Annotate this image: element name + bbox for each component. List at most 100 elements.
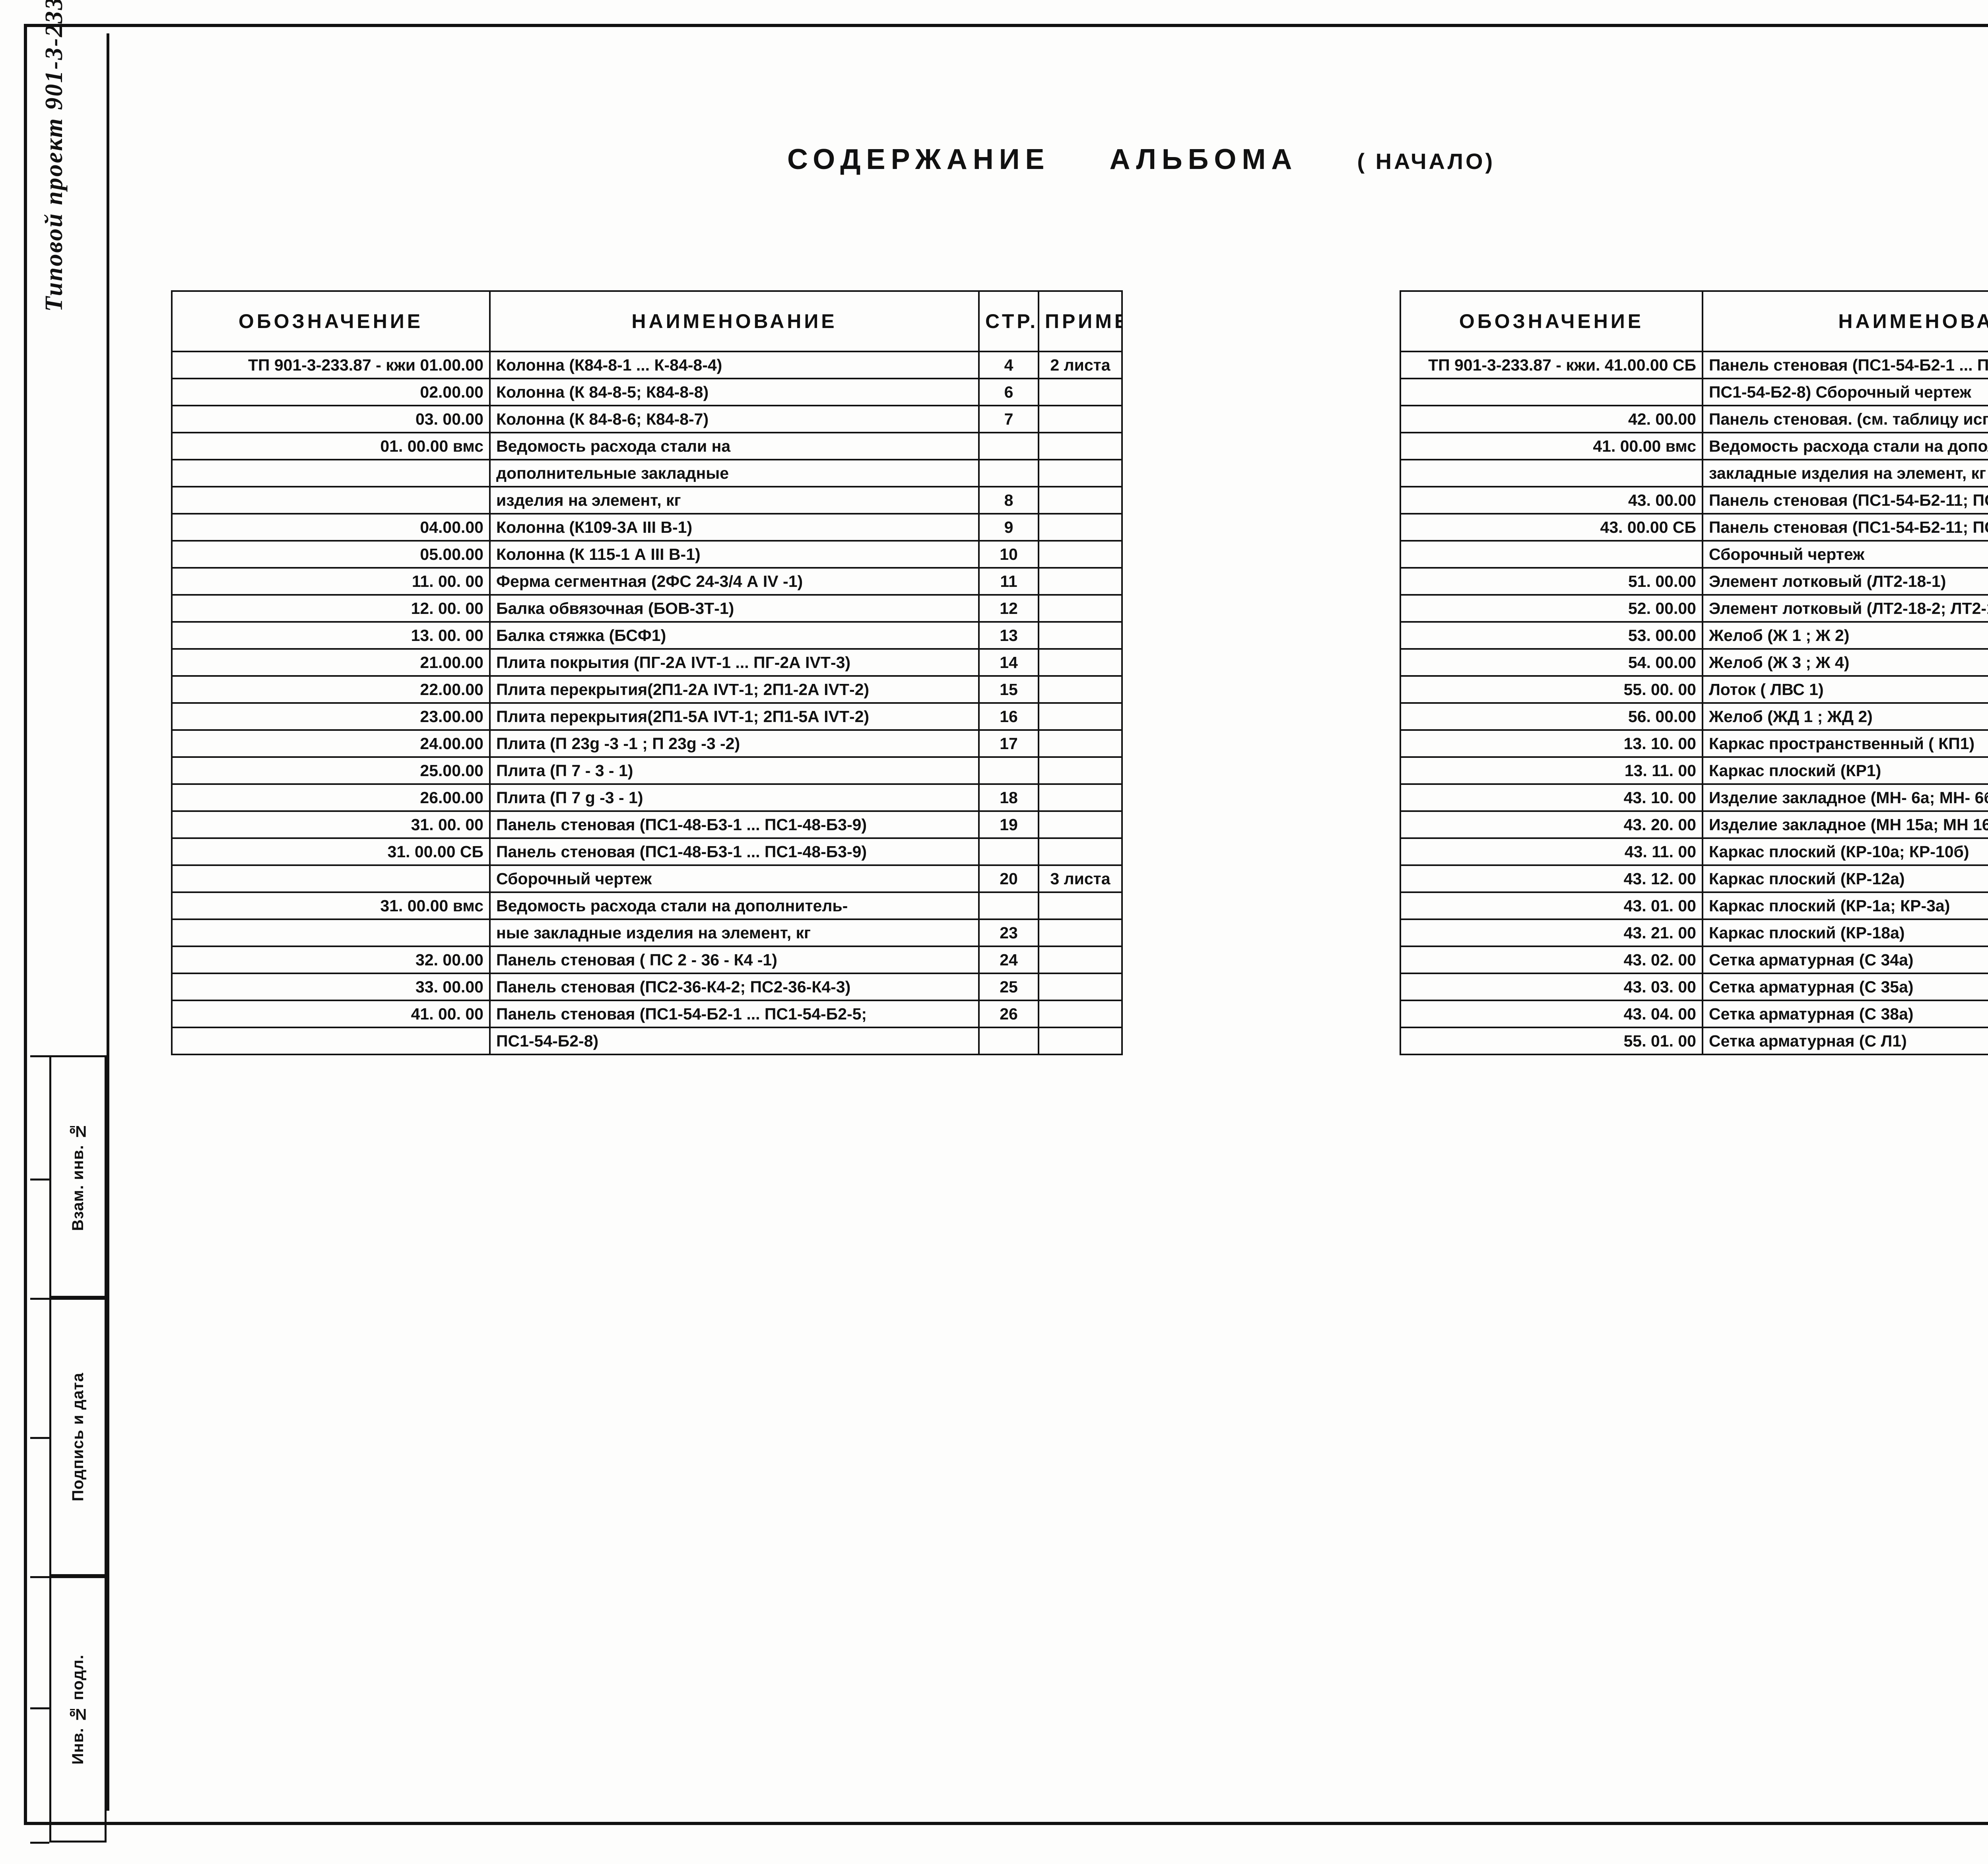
cell-name: Желоб (Ж 3 ; Ж 4) (1702, 648, 1988, 677)
cell-designation: 43. 00.00 (1400, 486, 1703, 515)
table-row: 02.00.00 Колонна (К 84-8-5; К84-8-8) 6 (171, 378, 1123, 406)
cell-name: Плита перекрытия(2П1-2А IVТ-1; 2П1-2А IV… (489, 675, 980, 704)
cell-name: Лоток ( ЛВС 1) (1702, 675, 1988, 704)
cell-designation: 23.00.00 (171, 702, 491, 731)
cell-designation: 43. 01. 00 (1400, 891, 1703, 920)
table-row: 43. 00.00 Панель стеновая (ПС1-54-Б2-11; … (1400, 486, 1988, 515)
table-row: 43. 20. 00 Изделие закладное (МН 15а; МН … (1400, 810, 1988, 839)
cell-designation: 54. 00.00 (1400, 648, 1703, 677)
cell-page: 7 (978, 405, 1039, 433)
cell-designation: 26.00.00 (171, 783, 491, 812)
cell-designation: 43. 03. 00 (1400, 973, 1703, 1001)
cell-page: 6 (978, 378, 1039, 406)
cell-name: Ведомость расхода стали на (489, 432, 980, 460)
cell-name: ПС1-54-Б2-8) (489, 1027, 980, 1055)
cell-name: закладные изделия на элемент, кг (1702, 459, 1988, 487)
cell-name: Панель стеновая (ПС1-54-Б2-11; ПС1-54-Б2… (1702, 486, 1988, 515)
cell-name: Панель стеновая (ПС1-54-Б2-11; ПС1-54-Б2… (1702, 513, 1988, 542)
cell-designation: 31. 00. 00 (171, 810, 491, 839)
col-header-name: НАИМЕНОВАНИЕ (1702, 290, 1988, 352)
cell-name: ПС1-54-Б2-8) Сборочный чертеж (1702, 378, 1988, 406)
cell-note (1038, 918, 1123, 947)
cell-name: Каркас плоский (КР-18а) (1702, 918, 1988, 947)
cell-designation (1400, 540, 1703, 569)
cell-name: Плита (П 23g -3 -1 ; П 23g -3 -2) (489, 729, 980, 758)
cell-designation (171, 864, 491, 893)
stamp-tick-6 (30, 1707, 49, 1709)
col-header-designation: ОБОЗНАЧЕНИЕ (1400, 290, 1703, 352)
cell-designation (1400, 378, 1703, 406)
cell-designation: ТП 901-3-233.87 - кжи 01.00.00 (171, 351, 491, 379)
cell-name: дополнительные закладные (489, 459, 980, 487)
cell-note (1038, 783, 1123, 812)
cell-designation: 11. 00. 00 (171, 567, 491, 596)
table-row: ТП 901-3-233.87 - кжи 01.00.00 Колонна (К… (171, 351, 1123, 379)
cell-designation (171, 918, 491, 947)
cell-note (1038, 648, 1123, 677)
table-row: 03. 00.00 Колонна (К 84-8-6; К84-8-7) 7 (171, 405, 1123, 433)
table-row: 24.00.00 Плита (П 23g -3 -1 ; П 23g -3 -2… (171, 729, 1123, 758)
cell-page (978, 891, 1039, 920)
table-row: 25.00.00 Плита (П 7 - 3 - 1) (171, 756, 1123, 785)
cell-designation: 24.00.00 (171, 729, 491, 758)
table-row: 26.00.00 Плита (П 7 g -3 - 1) 18 (171, 783, 1123, 812)
cell-page: 4 (978, 351, 1039, 379)
table-row: 42. 00.00 Панель стеновая. (см. таблицу и… (1400, 405, 1988, 433)
table-row: дополнительные закладные (171, 459, 1123, 487)
cell-designation: 31. 00.00 вмс (171, 891, 491, 920)
cell-name: Каркас пространственный ( КП1) (1702, 729, 1988, 758)
cell-designation (171, 486, 491, 515)
cell-page: 8 (978, 486, 1039, 515)
table-row: 01. 00.00 вмс Ведомость расхода стали на (171, 432, 1123, 460)
table-row: ные закладные изделия на элемент, кг 23 (171, 918, 1123, 947)
cell-page: 23 (978, 918, 1039, 947)
page-title: СОДЕРЖАНИЕ АЛЬБОМА ( НАЧАЛО) (787, 143, 1495, 176)
stamp-label-inv: Инв. № подл. (69, 1654, 87, 1765)
cell-designation: 04.00.00 (171, 513, 491, 542)
cell-note (1038, 756, 1123, 785)
table-row: 12. 00. 00 Балка обвязочная (БОВ-3Т-1) 12 (171, 594, 1123, 623)
table-row: 41. 00.00 вмс Ведомость расхода стали на … (1400, 432, 1988, 460)
table-row: 32. 00.00 Панель стеновая ( ПС 2 - 36 - К… (171, 946, 1123, 974)
cell-designation: 43. 04. 00 (1400, 1000, 1703, 1028)
cell-designation: 32. 00.00 (171, 946, 491, 974)
cell-page: 16 (978, 702, 1039, 731)
table-row: 31. 00.00 вмс Ведомость расхода стали на … (171, 891, 1123, 920)
table-row: 13. 10. 00 Каркас пространственный ( КП1) (1400, 729, 1988, 758)
cell-designation: 03. 00.00 (171, 405, 491, 433)
cell-name: Колонна (К 115-1 А III В-1) (489, 540, 980, 569)
cell-designation: 13. 10. 00 (1400, 729, 1703, 758)
table-row: 21.00.00 Плита покрытия (ПГ-2А IVТ-1 ... … (171, 648, 1123, 677)
cell-page: 25 (978, 973, 1039, 1001)
cell-name: Желоб (ЖД 1 ; ЖД 2) (1702, 702, 1988, 731)
cell-name: Элемент лотковый (ЛТ2-18-1) (1702, 567, 1988, 596)
table-row: 33. 00.00 Панель стеновая (ПС2-36-К4-2; П… (171, 973, 1123, 1001)
cell-designation: 25.00.00 (171, 756, 491, 785)
stamp-tick-2 (30, 1179, 49, 1181)
cell-designation: 43. 00.00 СБ (1400, 513, 1703, 542)
cell-name: Сетка арматурная (С Л1) (1702, 1027, 1988, 1055)
cell-designation: 05.00.00 (171, 540, 491, 569)
cell-name: Сборочный чертеж (1702, 540, 1988, 569)
cell-note (1038, 891, 1123, 920)
sheet-border-outer (24, 24, 1988, 1825)
cell-name: Сборочный чертеж (489, 864, 980, 893)
table-row: 43. 04. 00 Сетка арматурная (С 38а) (1400, 1000, 1988, 1028)
title-part-alboma: АЛЬБОМА (1109, 144, 1298, 175)
stamp-tick-3 (30, 1298, 49, 1300)
title-part-soderzhanie: СОДЕРЖАНИЕ (787, 144, 1050, 175)
cell-name: Панель стеновая. (см. таблицу исполнений… (1702, 405, 1988, 433)
table-row: 22.00.00 Плита перекрытия(2П1-2А IVТ-1; 2… (171, 675, 1123, 704)
cell-page: 20 (978, 864, 1039, 893)
cell-name: Каркас плоский (КР1) (1702, 756, 1988, 785)
cell-name: Колонна (К84-8-1 ... К-84-8-4) (489, 351, 980, 379)
cell-note (1038, 729, 1123, 758)
cell-designation: 41. 00. 00 (171, 1000, 491, 1028)
cell-designation: 13. 00. 00 (171, 621, 491, 650)
cell-page: 18 (978, 783, 1039, 812)
col-header-note: ПРИМЕЧ. (1038, 290, 1123, 352)
table-row: 43. 02. 00 Сетка арматурная (С 34а) (1400, 946, 1988, 974)
